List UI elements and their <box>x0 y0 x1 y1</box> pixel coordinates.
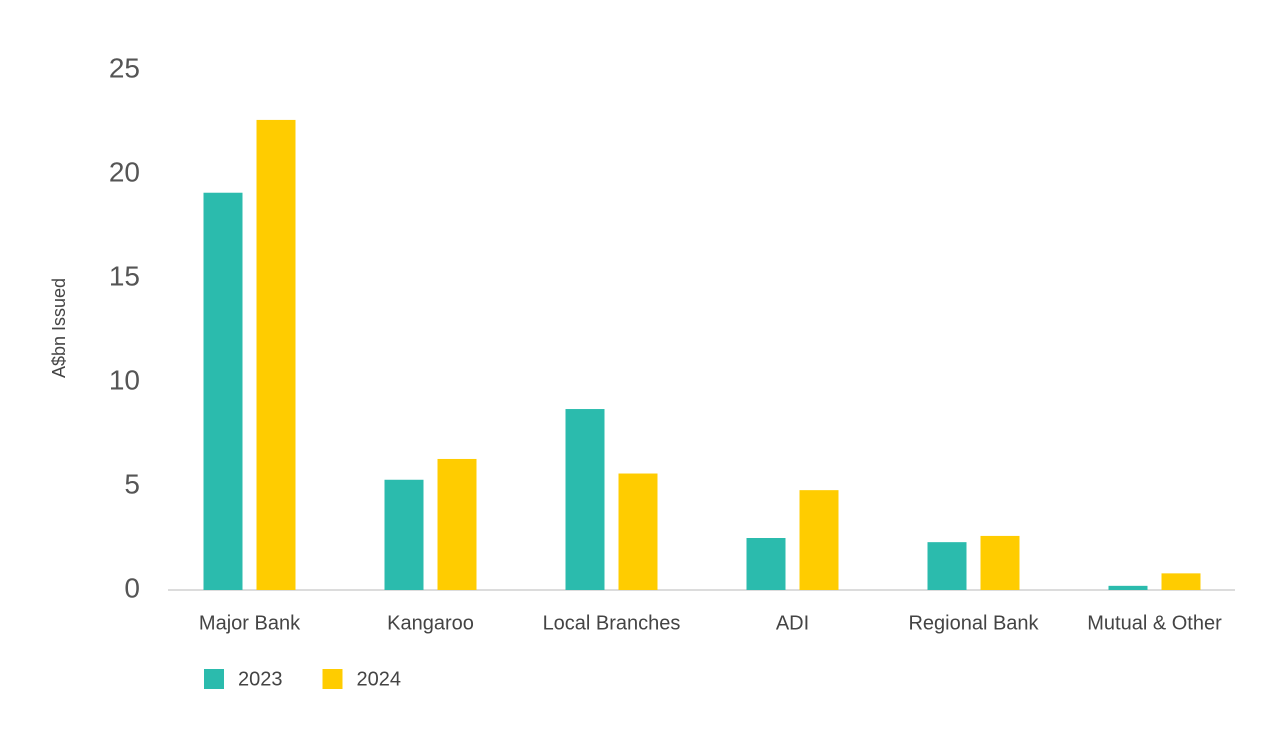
x-tick-label: Major Bank <box>199 612 301 634</box>
y-tick-label: 0 <box>124 572 140 603</box>
x-tick-label: Local Branches <box>543 612 681 634</box>
y-tick-label: 15 <box>109 260 140 291</box>
legend-label: 2024 <box>357 668 402 690</box>
legend-swatch <box>322 669 343 689</box>
bar <box>618 473 658 590</box>
bar <box>1161 573 1201 590</box>
legend-swatch <box>204 669 224 689</box>
y-tick-label: 10 <box>109 364 140 395</box>
x-tick-label: ADI <box>776 612 809 634</box>
y-tick-label: 5 <box>124 468 140 499</box>
x-tick-label: Mutual & Other <box>1087 612 1222 634</box>
x-tick-label: Regional Bank <box>908 612 1039 634</box>
bar <box>565 409 605 590</box>
bar <box>1108 585 1148 590</box>
bar <box>980 535 1020 590</box>
y-axis-label: A$bn Issued <box>49 278 69 378</box>
bar <box>203 192 243 590</box>
bar <box>384 479 424 590</box>
x-tick-label: Kangaroo <box>387 612 474 634</box>
legend-label: 2023 <box>238 668 283 690</box>
y-tick-label: 20 <box>109 156 140 187</box>
y-tick-label: 25 <box>109 52 140 83</box>
bar <box>437 458 477 590</box>
bar <box>799 490 839 590</box>
bar <box>256 119 296 591</box>
bar <box>746 538 786 590</box>
bar <box>927 542 967 590</box>
